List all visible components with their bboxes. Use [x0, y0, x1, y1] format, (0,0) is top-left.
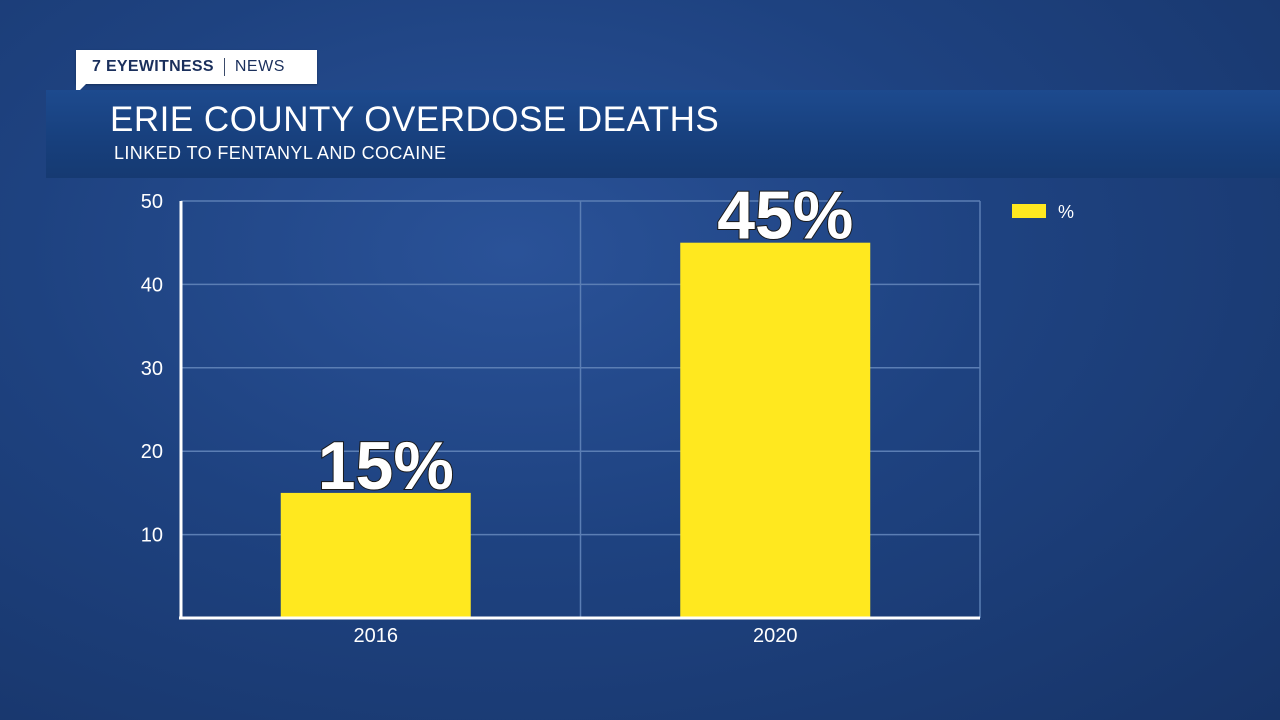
- axes: [179, 201, 980, 620]
- logo-divider: [223, 58, 225, 76]
- y-tick-label: 30: [141, 358, 163, 380]
- legend: %: [1012, 202, 1074, 222]
- y-tick-label: 20: [141, 441, 163, 463]
- y-axis-tick-labels: 10 20 30 40 50: [141, 191, 163, 547]
- station-logo: 7 EYEWITNESS NEWS: [76, 50, 317, 94]
- y-tick-label: 50: [141, 191, 163, 213]
- y-tick-label: 10: [141, 525, 163, 547]
- bar-2016: [280, 492, 471, 618]
- data-label: 45%: [717, 178, 853, 254]
- y-tick-label: 40: [141, 274, 163, 296]
- bar-2020: [680, 242, 871, 618]
- title-banner: [46, 90, 1280, 178]
- bars: [280, 242, 871, 618]
- chart-subtitle: LINKED TO FENTANYL AND COCAINE: [114, 143, 447, 163]
- x-axis-tick-labels: 2016 2020: [354, 625, 798, 647]
- news-label: NEWS: [234, 58, 285, 75]
- data-labels: 15% 45%: [317, 177, 855, 505]
- legend-label: %: [1058, 202, 1074, 222]
- chart-title: ERIE COUNTY OVERDOSE DEATHS: [110, 100, 720, 139]
- x-tick-label: 2016: [354, 625, 399, 647]
- data-label: 15%: [318, 428, 454, 504]
- station-name: 7 EYEWITNESS: [92, 58, 214, 75]
- x-tick-label: 2020: [753, 625, 798, 647]
- legend-swatch: [1012, 204, 1046, 218]
